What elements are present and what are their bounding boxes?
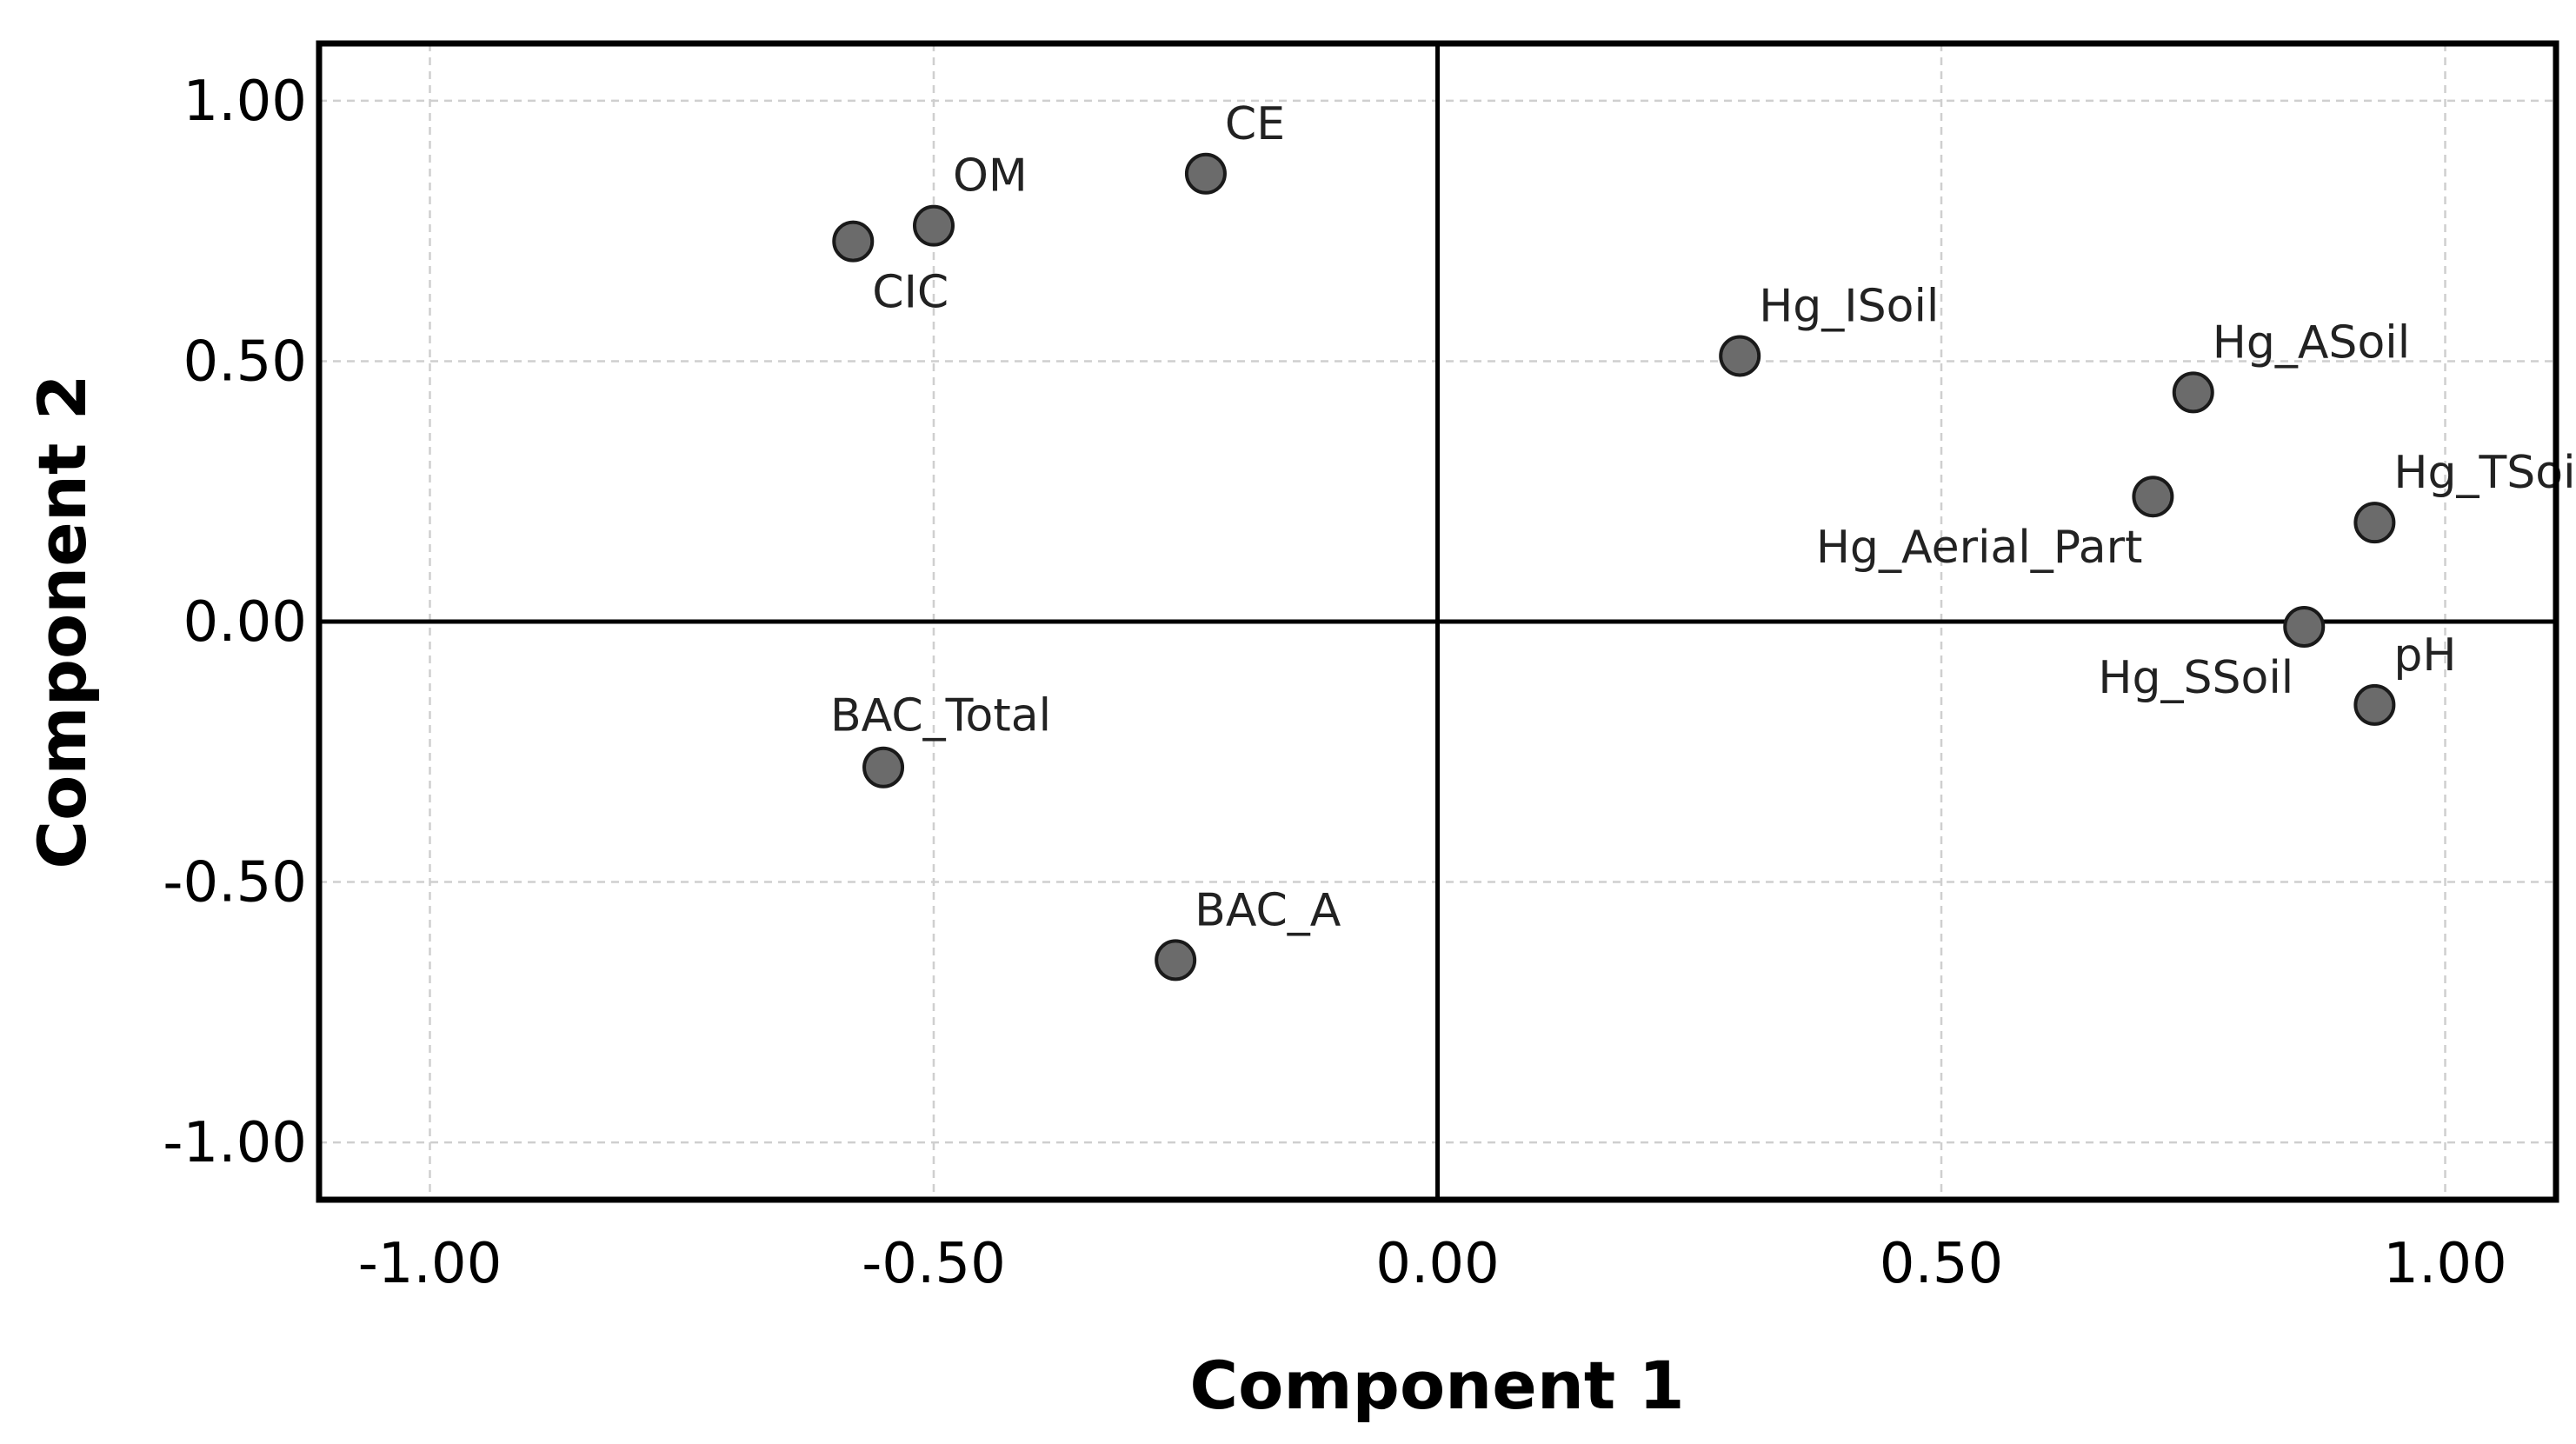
x-tick-label: 0.00 [1375,1232,1500,1296]
point-label: BAC_Total [830,690,1051,742]
point-labels: CE OM CIC Hg_ISoil Hg_ASoil Hg_Aerial_Part Hg_… [830,98,2576,937]
plot-frame [316,40,2559,1203]
data-points [832,152,2396,982]
point-label: Hg_Aerial_Part [1816,522,2143,574]
x-tick-label: 1.00 [2383,1232,2507,1296]
data-point [2353,683,2396,726]
data-point [2353,502,2396,544]
x-axis-ticks: -1.00 -0.50 0.00 0.50 1.00 [358,1232,2507,1296]
data-point [1184,152,1227,195]
point-label: pH [2393,629,2456,682]
point-label: OM [953,150,1028,203]
data-point [1155,939,1197,982]
y-tick-label: 0.50 [183,329,308,394]
y-tick-label: -0.50 [163,851,307,915]
point-label: Hg_ASoil [2213,316,2410,369]
point-label: Hg_TSoil [2393,447,2576,499]
zero-lines [319,43,2556,1200]
y-axis-ticks: 1.00 0.50 0.00 -0.50 -1.00 [163,70,307,1175]
data-point [2283,605,2326,648]
x-tick-label: -1.00 [358,1232,503,1296]
data-point [2132,476,2174,518]
point-label: Hg_SSoil [2098,652,2293,704]
data-point [1719,335,1761,377]
point-label: Hg_ISoil [1759,280,1939,332]
y-tick-label: 0.00 [183,590,308,655]
y-tick-label: -1.00 [163,1111,307,1175]
x-axis-title: Component 1 [1189,1347,1684,1424]
y-axis-title: Component 2 [23,374,101,868]
point-label: CIC [872,267,949,319]
data-point [2172,371,2214,414]
x-tick-label: 0.50 [1880,1232,2004,1296]
data-point [912,204,955,247]
point-label: CE [1225,98,1285,150]
data-point [832,220,875,263]
x-tick-label: -0.50 [862,1232,1006,1296]
y-tick-label: 1.00 [183,70,308,134]
data-point [862,746,905,789]
point-label: BAC_A [1195,884,1341,936]
